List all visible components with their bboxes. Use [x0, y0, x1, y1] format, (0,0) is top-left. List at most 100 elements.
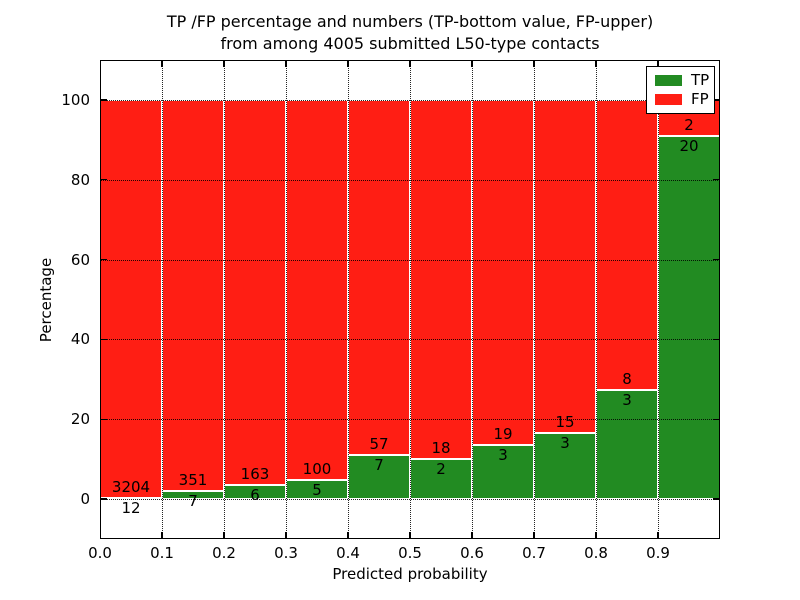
tick-mark-left	[100, 498, 107, 500]
bar-label-tp: 12	[121, 498, 141, 517]
x-tick-label: 0.2	[212, 544, 236, 562]
bar-label-fp: 57	[369, 435, 389, 454]
y-tick-label: 60	[70, 250, 90, 269]
tick-mark-top	[347, 60, 349, 67]
tick-mark-bottom	[409, 532, 411, 539]
bar-label-tp: 20	[679, 137, 699, 156]
tick-mark-right	[713, 99, 720, 101]
bar-label-tp: 6	[250, 485, 260, 504]
gridline-vertical	[348, 60, 349, 539]
bar-segment-tp	[658, 136, 720, 500]
x-tick-label: 0.4	[336, 544, 360, 562]
bar-segment-tp	[534, 432, 596, 500]
tick-mark-bottom	[595, 532, 597, 539]
bar-segment-fp	[596, 99, 658, 391]
tick-mark-right	[713, 338, 720, 341]
grid-layer	[100, 60, 720, 539]
bar-segment-tp	[410, 459, 472, 500]
tick-mark-top	[595, 60, 597, 67]
legend-entry-tp: TP	[655, 71, 710, 89]
bar-segment-tp	[472, 444, 534, 500]
legend: TP FP	[646, 66, 715, 114]
tick-mark-left	[100, 258, 107, 261]
bar-segment-fp	[224, 99, 286, 485]
tick-mark-top	[100, 60, 102, 67]
tick-mark-top	[285, 60, 287, 67]
tick-mark-top	[161, 60, 163, 67]
gridline-vertical	[286, 60, 287, 539]
y-tick-label: 40	[70, 330, 90, 349]
y-tick-label: 20	[70, 410, 90, 429]
tick-mark-right	[713, 179, 720, 181]
bar-label-tp: 7	[374, 456, 384, 475]
bar-segment-fp	[100, 99, 162, 498]
tick-mark-bottom	[285, 532, 287, 539]
x-tick-label: 0.9	[646, 544, 670, 562]
tick-mark-left	[100, 338, 107, 341]
bar-label-fp: 163	[240, 464, 270, 483]
bar-segment-fp	[162, 99, 224, 492]
gridline-vertical	[224, 60, 225, 539]
tick-mark-right	[713, 258, 720, 261]
bar-label-tp: 2	[436, 460, 446, 479]
bar-label-tp: 5	[312, 481, 322, 500]
tick-mark-left	[100, 418, 107, 420]
bar-labels-layer: 3204 12 351 7 163 6 100 5 57 7 18 2 19 3 15 3 8 3 2 20	[100, 60, 720, 539]
tick-mark-top	[223, 60, 225, 67]
legend-entry-fp: FP	[655, 90, 709, 108]
bar-label-fp: 15	[555, 412, 575, 431]
y-tick-label: 0	[80, 490, 90, 509]
tick-mark-top	[533, 60, 535, 67]
x-tick-label: 0.8	[584, 544, 608, 562]
gridline-vertical	[596, 60, 597, 539]
gridline-vertical	[162, 60, 163, 539]
bar-segment-fp	[348, 99, 410, 456]
y-axis-label: Percentage	[37, 257, 55, 343]
gridline-vertical	[410, 60, 411, 539]
tick-mark-bottom	[223, 532, 225, 539]
bar-segment-fp	[410, 99, 472, 460]
tick-mark-right	[713, 418, 720, 420]
legend-swatch-fp-icon	[655, 94, 682, 105]
tick-mark-top	[409, 60, 411, 67]
bar-label-fp: 19	[493, 424, 513, 443]
tick-mark-bottom	[657, 532, 659, 539]
tick-mark-bottom	[100, 532, 102, 539]
x-tick-label: 0.0	[88, 544, 112, 562]
gridline-vertical	[658, 60, 659, 539]
x-axis-label: Predicted probability	[332, 565, 488, 583]
tick-mark-bottom	[471, 532, 473, 539]
bar-label-fp: 3204	[111, 477, 151, 496]
x-tick-label: 0.1	[150, 544, 174, 562]
bar-label-fp: 100	[302, 460, 332, 479]
bar-label-tp: 3	[622, 391, 632, 410]
bar-label-tp: 3	[560, 433, 570, 452]
gridline-vertical	[472, 60, 473, 539]
bar-label-fp: 18	[431, 439, 451, 458]
y-tick-label: 80	[70, 170, 90, 189]
ticks-layer	[100, 60, 720, 539]
chart-title-line2: from among 4005 submitted L50-type conta…	[220, 34, 600, 53]
tick-mark-bottom	[161, 532, 163, 539]
tick-mark-left	[100, 179, 107, 181]
bar-segment-fp	[472, 99, 534, 445]
chart-title-line1: TP /FP percentage and numbers (TP-bottom…	[166, 12, 654, 31]
y-tick-label: 100	[61, 90, 90, 109]
legend-label-tp: TP	[691, 71, 710, 89]
plot-area: 3204 12 351 7 163 6 100 5 57 7 18 2 19 3 15 3 8 3 2 20 TP F…	[100, 60, 720, 539]
bar-label-fp: 8	[622, 370, 632, 389]
legend-swatch-tp-icon	[655, 75, 682, 86]
tick-mark-top	[657, 60, 659, 67]
chart-title: TP /FP percentage and numbers (TP-bottom…	[100, 11, 720, 55]
tick-mark-right	[713, 498, 720, 500]
x-tick-label: 0.5	[398, 544, 422, 562]
tick-mark-top	[471, 60, 473, 67]
bar-segment-tp	[596, 390, 658, 500]
legend-label-fp: FP	[691, 90, 709, 108]
bar-label-tp: 7	[188, 492, 198, 511]
x-tick-label: 0.3	[274, 544, 298, 562]
tick-mark-bottom	[347, 532, 349, 539]
bar-segment-tp	[348, 455, 410, 500]
gridline-vertical	[534, 60, 535, 539]
